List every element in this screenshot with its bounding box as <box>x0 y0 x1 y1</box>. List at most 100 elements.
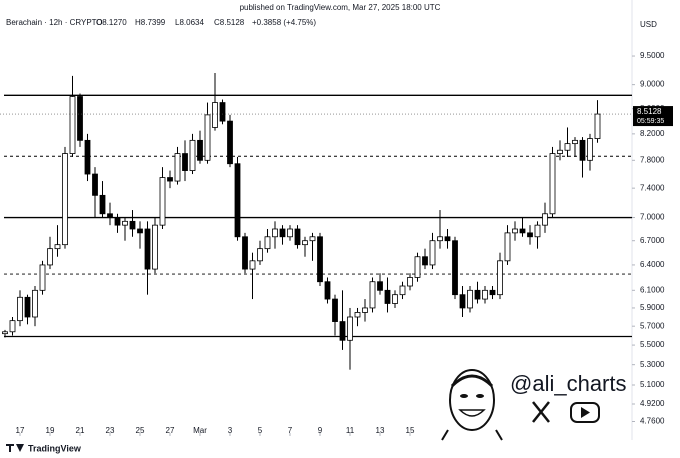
candle-body <box>294 228 301 246</box>
x-tick-label: 15 <box>406 426 415 435</box>
candle-body <box>54 244 61 250</box>
watermark: @ali_charts <box>510 371 627 396</box>
legend-close: C8.5128 <box>214 18 245 27</box>
y-tick-label: 7.8000 <box>640 155 665 164</box>
y-tick-label: 8.2000 <box>640 129 665 138</box>
x-tick-label: 7 <box>288 426 293 435</box>
candle-body <box>17 296 23 322</box>
candle-body <box>189 139 196 171</box>
candle-body <box>122 220 128 226</box>
footer-brand: TradingView <box>28 443 82 453</box>
candle-body <box>467 289 473 309</box>
candle-body <box>459 294 466 309</box>
candle-body <box>452 240 458 296</box>
candle-body <box>227 120 233 165</box>
tradingview-logo <box>6 444 24 452</box>
candle-body <box>542 213 548 226</box>
x-tick-label: 21 <box>76 426 85 435</box>
candle-body <box>257 248 263 262</box>
candle-body <box>489 289 496 296</box>
candle-body <box>534 224 541 238</box>
candle-body <box>317 236 323 283</box>
candle-body <box>482 289 488 300</box>
candle-body <box>504 232 511 262</box>
candle-body <box>414 256 421 278</box>
y-tick-label: 7.4000 <box>640 183 665 192</box>
candle-body <box>174 153 181 182</box>
candle-body <box>204 114 211 161</box>
candle-body <box>384 289 391 304</box>
y-tick-label: 4.7600 <box>640 417 665 426</box>
x-tick-label: 9 <box>318 426 323 435</box>
candle-body <box>309 236 316 242</box>
x-tick-label: 17 <box>16 426 25 435</box>
x-tick-label: Mar <box>193 426 207 435</box>
candle-body <box>557 149 563 154</box>
candle-body <box>212 102 218 128</box>
y-tick-label: 4.9200 <box>640 399 665 408</box>
legend-open: O8.1270 <box>96 18 127 27</box>
price-label-box <box>633 106 673 127</box>
candle-body <box>264 236 271 250</box>
candle-body <box>369 281 376 309</box>
x-tick-label: 13 <box>376 426 385 435</box>
candle-body <box>219 102 226 122</box>
x-tick-label: 23 <box>106 426 115 435</box>
y-tick-label: 5.5000 <box>640 340 665 349</box>
candle-body <box>129 220 136 230</box>
candle-body <box>144 228 151 270</box>
candle-body <box>332 298 338 322</box>
x-icon <box>532 401 550 423</box>
candle-body <box>114 217 121 226</box>
y-tick-label: 6.7000 <box>640 236 665 245</box>
x-tick-label: 19 <box>46 426 55 435</box>
candle-body <box>39 264 46 291</box>
y-tick-label: 6.1000 <box>640 285 665 294</box>
candle-body <box>437 236 443 242</box>
candle-body <box>362 307 368 313</box>
legend-low: L8.0634 <box>175 18 204 27</box>
x-tick-label: 25 <box>136 426 145 435</box>
candle-body <box>32 289 38 318</box>
candle-body <box>242 236 248 270</box>
plot: 9.50009.00008.60008.20007.80007.40007.00… <box>0 51 673 436</box>
candle-body <box>377 281 383 291</box>
candle-body <box>249 260 256 270</box>
y-tick-label: 6.4000 <box>640 260 665 269</box>
candle-body <box>512 228 518 234</box>
candle-body <box>429 240 436 266</box>
candle-body <box>279 228 286 238</box>
currency: USD <box>640 20 657 29</box>
published-note: published on TradingView.com, Mar 27, 20… <box>240 3 441 12</box>
y-tick-label: 9.0000 <box>640 80 665 89</box>
candle-body <box>9 320 16 333</box>
candle-body <box>137 228 143 234</box>
y-tick-label: 9.5000 <box>640 51 665 60</box>
candle-body <box>152 224 158 270</box>
candle-body <box>272 228 278 238</box>
y-tick-label: 5.1000 <box>640 380 665 389</box>
candle-body <box>159 177 166 226</box>
candle-body <box>107 213 113 218</box>
candle-body <box>69 96 76 154</box>
candle-body <box>339 321 346 341</box>
candle-body <box>392 294 398 304</box>
candle-body <box>62 153 68 246</box>
x-tick-label: 3 <box>228 426 233 435</box>
x-tick-label: 5 <box>258 426 263 435</box>
candle-body <box>579 139 586 161</box>
candle-body <box>564 143 571 151</box>
candle-body <box>24 296 31 318</box>
candle-body <box>549 153 556 215</box>
candle-body <box>527 232 533 238</box>
x-tick-label: 27 <box>166 426 175 435</box>
candle-body <box>572 139 578 145</box>
candle-body <box>587 138 593 161</box>
candle-body <box>519 228 526 234</box>
candle-body <box>324 281 331 300</box>
candle-body <box>497 260 503 296</box>
price-label: 8.5128 <box>637 107 662 116</box>
caricature <box>441 369 503 441</box>
